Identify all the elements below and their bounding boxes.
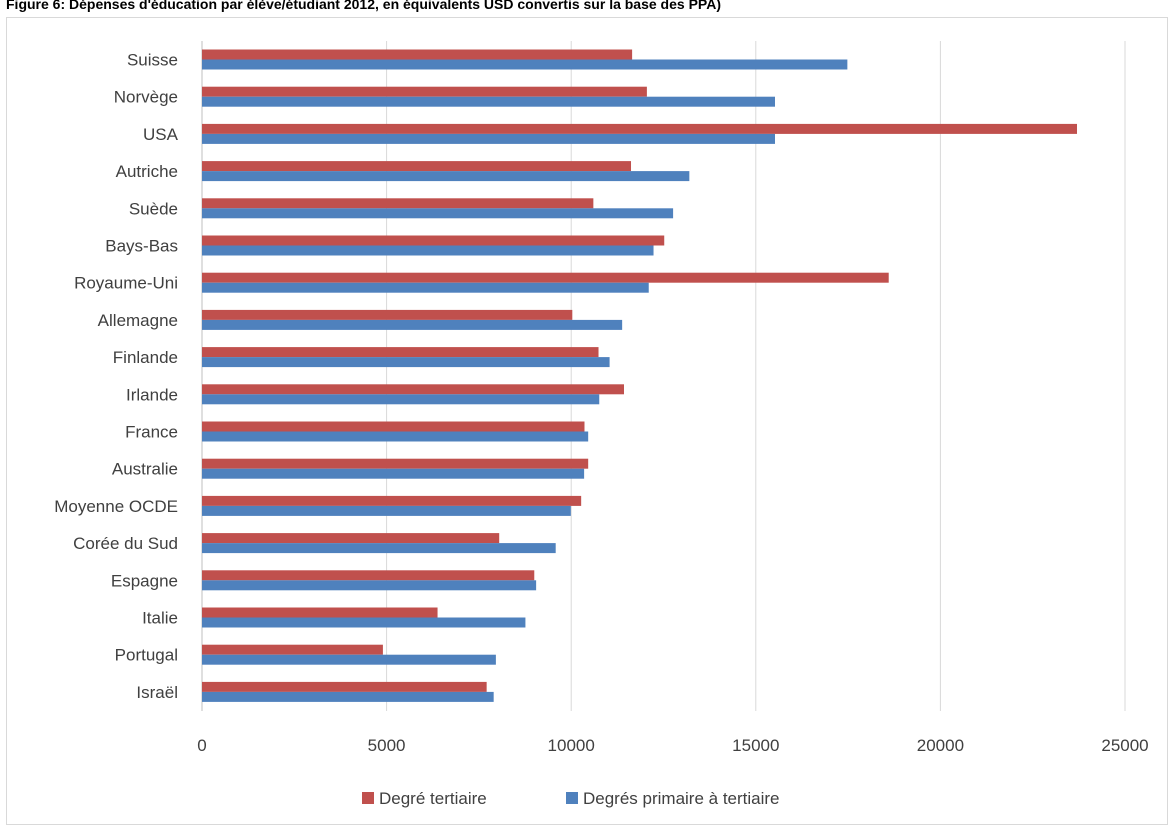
- x-tick-label: 5000: [368, 736, 406, 755]
- category-label: Autriche: [116, 162, 178, 181]
- bar-tertiary: [202, 681, 487, 692]
- bar-tertiary: [202, 607, 438, 618]
- bar-tertiary: [202, 458, 589, 469]
- category-label: Corée du Sud: [73, 534, 178, 553]
- bar-primary-tertiary: [202, 580, 537, 591]
- category-label: Suisse: [127, 51, 178, 70]
- legend-label-tertiary: Degré tertiaire: [379, 789, 487, 808]
- category-label: Portugal: [115, 646, 178, 665]
- chart-frame: [6, 17, 1168, 825]
- x-tick-label: 15000: [732, 736, 779, 755]
- bar-tertiary: [202, 570, 535, 581]
- x-tick-label: 0: [197, 736, 206, 755]
- bar-tertiary: [202, 123, 1078, 134]
- legend-swatch-primary-tertiary: [566, 792, 578, 804]
- bar-primary-tertiary: [202, 543, 556, 554]
- bar-tertiary: [202, 198, 594, 209]
- x-tick-label: 25000: [1101, 736, 1148, 755]
- category-label: Espagne: [111, 571, 178, 590]
- category-label: Moyenne OCDE: [54, 497, 178, 516]
- category-label: France: [125, 423, 178, 442]
- bar-primary-tertiary: [202, 171, 690, 182]
- bar-primary-tertiary: [202, 357, 610, 368]
- bar-primary-tertiary: [202, 96, 775, 107]
- bar-tertiary: [202, 161, 632, 172]
- bar-primary-tertiary: [202, 691, 494, 702]
- x-tick-label: 20000: [917, 736, 964, 755]
- bar-primary-tertiary: [202, 505, 571, 516]
- bar-primary-tertiary: [202, 245, 654, 256]
- bar-primary-tertiary: [202, 208, 674, 219]
- gridlines: [201, 41, 1126, 711]
- category-label: Finlande: [113, 348, 178, 367]
- bar-tertiary: [202, 533, 500, 544]
- bar-tertiary: [202, 49, 633, 60]
- bar-tertiary: [202, 384, 624, 395]
- category-label: Suède: [129, 199, 178, 218]
- bar-tertiary: [202, 86, 647, 97]
- bars: [202, 49, 1078, 702]
- bar-tertiary: [202, 272, 889, 283]
- legend: Degré tertiaire Degrés primaire à tertiai…: [362, 789, 780, 808]
- category-label: Allemagne: [98, 311, 178, 330]
- category-labels: Suisse Norvège USA Autriche Suède Bays-Bas Roy…: [54, 51, 178, 702]
- bar-primary-tertiary: [202, 394, 600, 405]
- category-label: Irlande: [126, 385, 178, 404]
- bar-primary-tertiary: [202, 468, 585, 479]
- category-label: Italie: [142, 609, 178, 628]
- bar-primary-tertiary: [202, 654, 496, 665]
- bar-primary-tertiary: [202, 59, 848, 70]
- bar-tertiary: [202, 235, 665, 246]
- bar-primary-tertiary: [202, 617, 526, 628]
- x-tick-label: 10000: [548, 736, 595, 755]
- bar-primary-tertiary: [202, 282, 649, 293]
- category-label: Royaume-Uni: [74, 274, 178, 293]
- category-label: Israël: [136, 683, 178, 702]
- bar-primary-tertiary: [202, 319, 623, 330]
- legend-label-primary-tertiary: Degrés primaire à tertiaire: [583, 789, 780, 808]
- bar-tertiary: [202, 495, 582, 506]
- bar-tertiary: [202, 421, 585, 432]
- category-label: Bays-Bas: [105, 237, 178, 256]
- legend-swatch-tertiary: [362, 792, 374, 804]
- bar-tertiary: [202, 347, 599, 358]
- x-tick-labels: 0 5000 10000 15000 20000 25000: [197, 736, 1148, 755]
- bar-tertiary: [202, 644, 383, 655]
- category-label: Norvège: [114, 88, 178, 107]
- bar-tertiary: [202, 309, 573, 320]
- bar-primary-tertiary: [202, 431, 589, 442]
- category-label: Australie: [112, 460, 178, 479]
- figure-title: Figure 6: Dépenses d'éducation par élève…: [6, 0, 721, 12]
- category-label: USA: [143, 125, 179, 144]
- bar-primary-tertiary: [202, 133, 775, 144]
